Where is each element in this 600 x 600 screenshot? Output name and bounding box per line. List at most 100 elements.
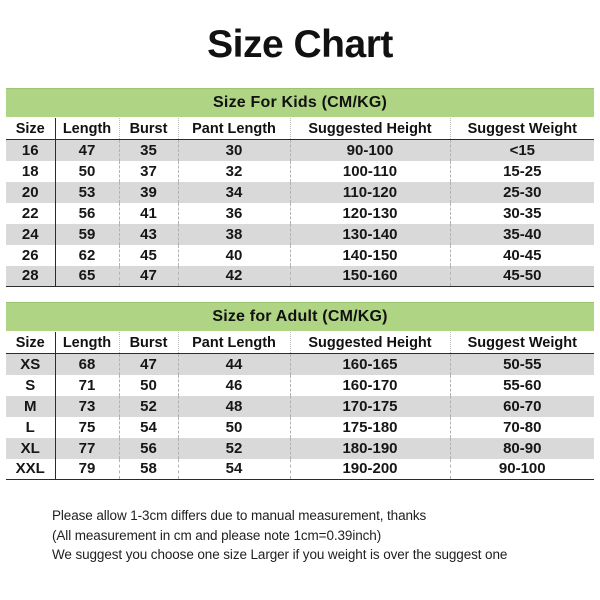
table-row: M 73 52 48 170-175 60-70	[6, 395, 595, 417]
cell-pant-length: 38	[178, 223, 291, 245]
cell-burst: 50	[119, 374, 179, 396]
column-header-burst: Burst	[119, 331, 179, 354]
column-header-suggested-height: Suggested Height	[290, 117, 451, 140]
cell-suggest-weight: 50-55	[450, 353, 595, 375]
cell-burst: 47	[119, 265, 179, 287]
cell-pant-length: 30	[178, 139, 291, 161]
column-header-suggested-height: Suggested Height	[290, 331, 451, 354]
cell-length: 71	[55, 374, 120, 396]
column-header-suggest-weight: Suggest Weight	[450, 117, 595, 140]
cell-size: S	[6, 374, 56, 396]
cell-suggest-weight: 40-45	[450, 244, 595, 266]
cell-burst: 35	[119, 139, 179, 161]
cell-suggest-weight: 45-50	[450, 265, 595, 287]
adult-section-caption: Size for Adult (CM/KG)	[6, 302, 595, 332]
adult-section-caption-row: Size for Adult (CM/KG)	[6, 302, 595, 332]
cell-pant-length: 40	[178, 244, 291, 266]
column-header-size: Size	[6, 117, 56, 140]
cell-size: XS	[6, 353, 56, 375]
cell-burst: 54	[119, 416, 179, 438]
cell-length: 59	[55, 223, 120, 245]
kids-column-header-row: Size Length Burst Pant Length Suggested …	[6, 117, 595, 140]
column-header-burst: Burst	[119, 117, 179, 140]
cell-length: 79	[55, 458, 120, 480]
cell-length: 75	[55, 416, 120, 438]
cell-size: 24	[6, 223, 56, 245]
table-row: XXL 79 58 54 190-200 90-100	[6, 458, 595, 480]
cell-burst: 37	[119, 160, 179, 182]
cell-size: L	[6, 416, 56, 438]
cell-length: 53	[55, 181, 120, 203]
cell-suggested-height: 120-130	[290, 202, 451, 224]
cell-length: 56	[55, 202, 120, 224]
cell-suggested-height: 170-175	[290, 395, 451, 417]
adult-column-header-row: Size Length Burst Pant Length Suggested …	[6, 331, 595, 354]
cell-length: 73	[55, 395, 120, 417]
cell-suggest-weight: 90-100	[450, 458, 595, 480]
column-header-suggest-weight: Suggest Weight	[450, 331, 595, 354]
table-row: L 75 54 50 175-180 70-80	[6, 416, 595, 438]
cell-suggested-height: 160-165	[290, 353, 451, 375]
cell-suggested-height: 175-180	[290, 416, 451, 438]
cell-length: 77	[55, 437, 120, 459]
cell-pant-length: 32	[178, 160, 291, 182]
footnote-line-1: Please allow 1-3cm differs due to manual…	[52, 508, 427, 523]
cell-pant-length: 42	[178, 265, 291, 287]
kids-size-table: Size For Kids (CM/KG) Size Length Burst …	[6, 88, 595, 287]
cell-suggest-weight: 55-60	[450, 374, 595, 396]
cell-burst: 41	[119, 202, 179, 224]
cell-size: 16	[6, 139, 56, 161]
footnote-line-2: (All measurement in cm and please note 1…	[52, 527, 382, 543]
cell-pant-length: 50	[178, 416, 291, 438]
table-row: 24 59 43 38 130-140 35-40	[6, 223, 595, 245]
kids-section-caption-row: Size For Kids (CM/KG)	[6, 88, 595, 118]
cell-suggested-height: 110-120	[290, 181, 451, 203]
cell-size: 26	[6, 244, 56, 266]
cell-burst: 52	[119, 395, 179, 417]
cell-suggest-weight: 60-70	[450, 395, 595, 417]
column-header-length: Length	[55, 331, 120, 354]
cell-suggest-weight: <15	[450, 139, 595, 161]
cell-suggested-height: 140-150	[290, 244, 451, 266]
cell-length: 65	[55, 265, 120, 287]
column-header-length: Length	[55, 117, 120, 140]
cell-suggest-weight: 30-35	[450, 202, 595, 224]
cell-pant-length: 36	[178, 202, 291, 224]
table-row: 28 65 47 42 150-160 45-50	[6, 265, 595, 287]
cell-size: 22	[6, 202, 56, 224]
cell-length: 50	[55, 160, 120, 182]
cell-size: 28	[6, 265, 56, 287]
footnotes: Please allow 1-3cm differs due to manual…	[52, 506, 582, 565]
cell-suggest-weight: 70-80	[450, 416, 595, 438]
kids-section-caption: Size For Kids (CM/KG)	[6, 88, 595, 118]
cell-suggested-height: 160-170	[290, 374, 451, 396]
table-row: 26 62 45 40 140-150 40-45	[6, 244, 595, 266]
cell-suggested-height: 180-190	[290, 437, 451, 459]
table-row: 18 50 37 32 100-110 15-25	[6, 160, 595, 182]
cell-suggest-weight: 25-30	[450, 181, 595, 203]
column-header-size: Size	[6, 331, 56, 354]
cell-size: 18	[6, 160, 56, 182]
cell-suggested-height: 150-160	[290, 265, 451, 287]
table-row: S 71 50 46 160-170 55-60	[6, 374, 595, 396]
cell-size: XL	[6, 437, 56, 459]
table-row: XS 68 47 44 160-165 50-55	[6, 353, 595, 375]
cell-length: 62	[55, 244, 120, 266]
cell-burst: 45	[119, 244, 179, 266]
cell-pant-length: 48	[178, 395, 291, 417]
table-row: 22 56 41 36 120-130 30-35	[6, 202, 595, 224]
cell-suggested-height: 130-140	[290, 223, 451, 245]
cell-suggested-height: 90-100	[290, 139, 451, 161]
cell-pant-length: 44	[178, 353, 291, 375]
column-header-pant-length: Pant Length	[178, 117, 291, 140]
page-title: Size Chart	[207, 23, 393, 66]
cell-suggest-weight: 15-25	[450, 160, 595, 182]
cell-burst: 56	[119, 437, 179, 459]
cell-suggest-weight: 35-40	[450, 223, 595, 245]
table-row: XL 77 56 52 180-190 80-90	[6, 437, 595, 459]
table-row: 16 47 35 30 90-100 <15	[6, 139, 595, 161]
column-header-pant-length: Pant Length	[178, 331, 291, 354]
cell-suggest-weight: 80-90	[450, 437, 595, 459]
adult-size-table: Size for Adult (CM/KG) Size Length Burst…	[6, 302, 595, 480]
cell-pant-length: 34	[178, 181, 291, 203]
